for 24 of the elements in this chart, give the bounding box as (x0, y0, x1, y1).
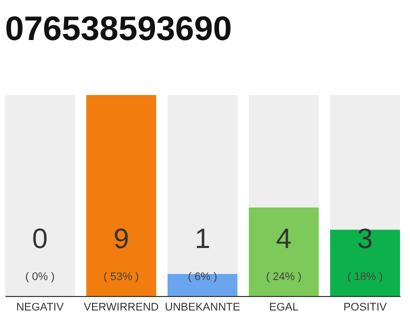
chart-title: 076538593690 (5, 10, 232, 48)
bar (330, 95, 400, 230)
bar (248, 95, 319, 208)
bar (168, 274, 238, 296)
annotation: 1 (194, 223, 210, 254)
bar (86, 95, 156, 296)
x-tick-label: POSITIV (343, 302, 388, 314)
annotation: ( 6% ) (188, 271, 218, 283)
annotation: ( 53% ) (103, 271, 139, 283)
annotation: ( 24% ) (266, 271, 302, 283)
bar (5, 95, 75, 296)
x-tick-label: EGAL (269, 302, 298, 314)
annotation: ( 0% ) (25, 271, 55, 283)
bar (248, 208, 319, 296)
annotation: ( 18% ) (347, 271, 383, 283)
annotation: 4 (276, 223, 292, 254)
x-tick-label: VERWIRREND (84, 302, 159, 314)
annotation: 0 (32, 223, 48, 254)
x-tick-label: UNBEKANNTE (164, 302, 240, 314)
annotation: 3 (357, 223, 373, 254)
annotation: 9 (113, 223, 130, 254)
bar (168, 95, 238, 274)
bar (330, 230, 400, 296)
x-tick-label: NEGATIV (16, 302, 64, 314)
